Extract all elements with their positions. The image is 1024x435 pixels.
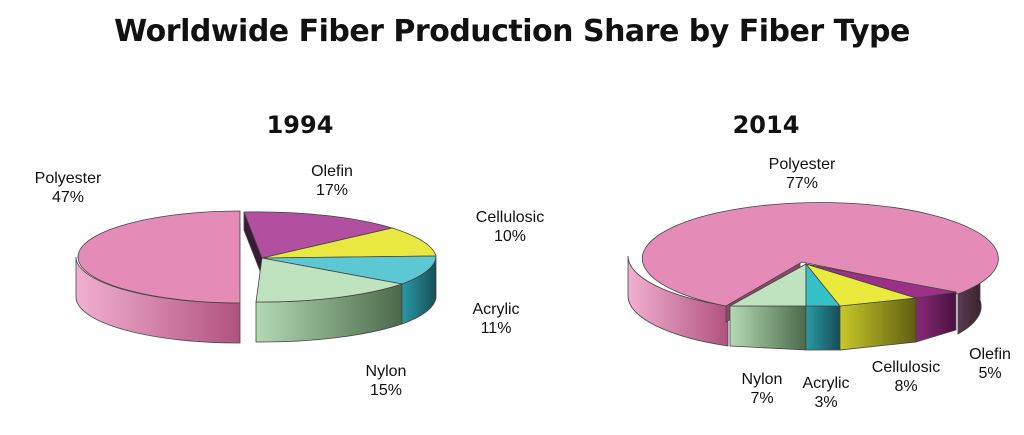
label-olefin-2014: Olefin 5% [969, 346, 1011, 382]
slice-olefin-2014 [805, 263, 957, 299]
slice-olefin-1994 [243, 211, 394, 259]
slice-acrylic-2014-side [805, 305, 841, 351]
slice-polyester-2014 [641, 202, 999, 307]
label-polyester-1994: Polyester 47% [35, 170, 102, 206]
slice-olefin-2014-side [915, 291, 957, 343]
slice-cellulosic-2014-side [839, 297, 917, 351]
label-nylon-1994: Nylon 15% [366, 363, 407, 399]
label-cellulosic-2014: Cellulosic 8% [872, 359, 940, 395]
slice-acrylic-1994 [261, 255, 437, 285]
label-cellulosic-1994: Cellulosic 10% [476, 209, 544, 245]
slice-nylon-2014-side [729, 305, 807, 351]
pie-1994: 1994 Polyester 47% Olefin 17% Cellulosic 10… [35, 111, 545, 399]
slice-nylon-1994 [255, 257, 403, 303]
pie-title-2014: 2014 [733, 111, 800, 139]
pie-title-1994: 1994 [267, 111, 334, 139]
slice-polyester-1994-side [75, 256, 241, 344]
slice-polyester-2014-side-left [627, 255, 729, 347]
label-polyester-2014: Polyester 77% [769, 156, 836, 192]
label-olefin-1994: Olefin 17% [311, 163, 353, 199]
slice-polyester-1994 [77, 210, 241, 304]
slice-cellulosic-1994 [261, 227, 437, 259]
label-acrylic-1994: Acrylic 11% [472, 301, 519, 337]
label-nylon-2014: Nylon 7% [742, 371, 783, 407]
pie-2014: 2014 Polyester 77% Nylon 7% Acrylic 3% Cell… [627, 111, 1011, 411]
chart-title: Worldwide Fiber Production Share by Fibe… [114, 14, 910, 49]
label-acrylic-2014: Acrylic 3% [802, 375, 849, 411]
